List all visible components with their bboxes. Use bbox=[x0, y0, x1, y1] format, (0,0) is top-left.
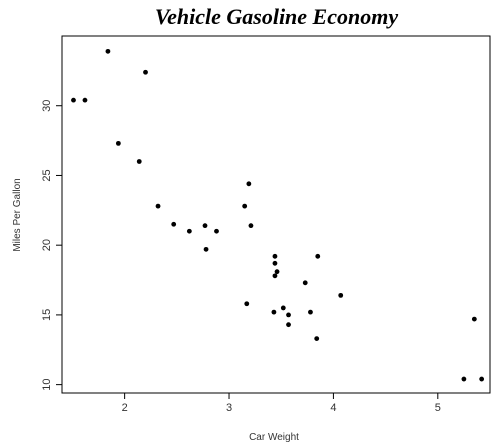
data-point-27 bbox=[315, 253, 321, 259]
y-axis: 10 15 20 25 30 bbox=[41, 100, 62, 391]
data-point-20 bbox=[274, 269, 280, 275]
data-point-7 bbox=[171, 221, 177, 227]
y-tick-label-2: 20 bbox=[41, 239, 53, 251]
data-point-17 bbox=[272, 253, 278, 259]
data-point-6 bbox=[155, 203, 161, 209]
data-point-1 bbox=[82, 97, 88, 103]
data-point-2 bbox=[105, 48, 111, 54]
data-point-15 bbox=[248, 223, 254, 229]
y-tick-label-0: 10 bbox=[41, 379, 53, 391]
data-point-24 bbox=[302, 280, 308, 286]
data-point-11 bbox=[214, 228, 219, 234]
y-tick-label-1: 15 bbox=[41, 309, 53, 321]
x-tick-label-2: 4 bbox=[330, 402, 336, 414]
data-point-22 bbox=[286, 312, 291, 318]
data-point-0 bbox=[71, 97, 76, 103]
y-axis-title: Miles Per Gallon bbox=[12, 178, 23, 251]
data-point-23 bbox=[286, 322, 291, 328]
x-axis-title: Car Weight bbox=[249, 432, 299, 443]
chart-title: Vehicle Gasoline Economy bbox=[154, 4, 399, 29]
data-point-19 bbox=[272, 273, 278, 279]
data-point-30 bbox=[471, 316, 477, 322]
data-point-26 bbox=[314, 336, 320, 342]
x-tick-label-1: 3 bbox=[226, 402, 232, 414]
data-point-3 bbox=[115, 140, 121, 146]
x-axis: 2 3 4 5 bbox=[122, 393, 441, 414]
data-point-4 bbox=[136, 159, 142, 164]
data-point-18 bbox=[272, 260, 278, 266]
data-point-21 bbox=[280, 305, 286, 311]
data-point-31 bbox=[479, 376, 485, 382]
x-tick-label-3: 5 bbox=[435, 402, 441, 414]
data-point-28 bbox=[338, 292, 344, 298]
data-point-9 bbox=[202, 223, 208, 229]
data-points bbox=[71, 48, 485, 382]
data-point-12 bbox=[242, 203, 248, 209]
data-point-5 bbox=[143, 69, 148, 75]
data-point-13 bbox=[244, 301, 250, 307]
y-tick-label-3: 25 bbox=[41, 169, 53, 181]
data-point-8 bbox=[186, 228, 192, 234]
y-tick-label-4: 30 bbox=[41, 100, 53, 112]
plot-frame bbox=[61, 35, 491, 394]
data-point-29 bbox=[461, 376, 467, 382]
data-point-14 bbox=[246, 181, 252, 187]
data-point-16 bbox=[271, 309, 277, 315]
data-point-25 bbox=[308, 309, 313, 315]
x-tick-label-0: 2 bbox=[122, 402, 128, 414]
data-point-10 bbox=[203, 246, 209, 252]
